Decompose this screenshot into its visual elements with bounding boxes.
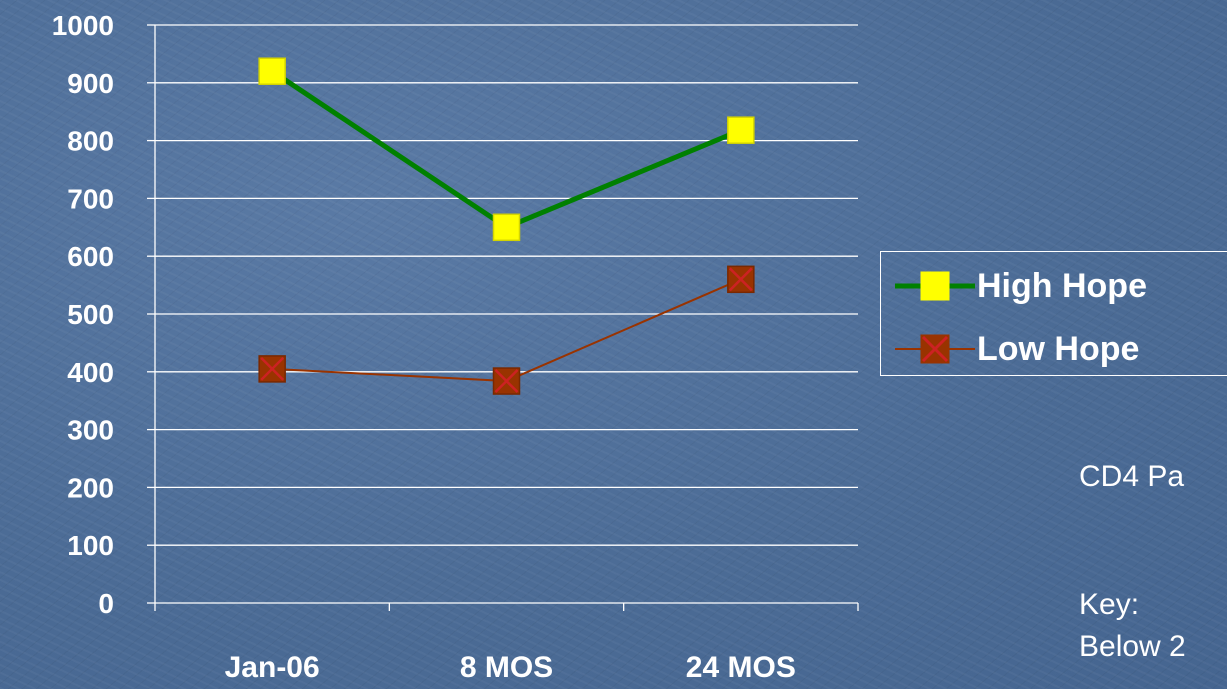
y-tick-label: 600 [67,241,114,272]
y-tick-label: 300 [67,415,114,446]
x-tick-label: 8 MOS [460,651,553,684]
legend-item-low-hope: Low Hope [881,324,1227,374]
legend-label-low-hope: Low Hope [977,330,1140,368]
y-tick-label: 700 [67,183,114,214]
data-point-low-hope [258,355,286,383]
legend-swatch-low-hope [895,334,975,364]
x-tick-label: 24 MOS [686,651,796,684]
axes [147,24,859,611]
series-line-high-hope [270,69,742,231]
legend: High Hope Low Hope [880,251,1227,376]
series-markers [258,57,755,395]
legend-swatch-high-hope [895,271,975,301]
y-tick-labels: 0 100 200 300 400 500 600 700 800 900 1000 [52,10,114,619]
data-point-low-hope [492,367,521,395]
data-point-high-hope [492,213,521,242]
legend-label-high-hope: High Hope [977,267,1147,305]
y-tick-label: 0 [98,588,114,619]
x-tick-labels: Jan-06 8 MOS 24 MOS [225,651,796,684]
series-line-low-hope [272,278,742,383]
y-tick-label: 800 [67,126,114,157]
side-text-below: Below 2 [1079,630,1186,663]
y-tick-label: 1000 [52,10,114,41]
side-text-cd4: CD4 Pa [1079,460,1185,493]
data-point-low-hope [727,265,755,294]
x-tick-label: Jan-06 [225,651,320,684]
legend-item-high-hope: High Hope [881,261,1227,311]
y-tick-label: 200 [67,472,114,503]
y-tick-label: 100 [67,530,114,561]
y-tick-label: 500 [67,299,114,330]
data-point-high-hope [258,57,286,85]
side-text-key: Key: [1079,588,1140,621]
y-tick-label: 900 [67,68,114,99]
y-tick-label: 400 [67,357,114,388]
data-point-high-hope [727,116,755,144]
